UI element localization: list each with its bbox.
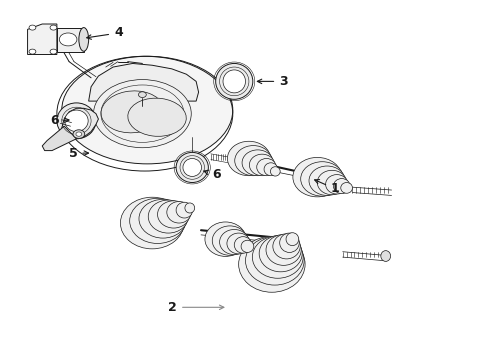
- Ellipse shape: [62, 56, 233, 164]
- Text: 2: 2: [168, 301, 224, 314]
- Polygon shape: [89, 63, 198, 101]
- Text: 3: 3: [257, 75, 288, 88]
- Ellipse shape: [216, 63, 253, 99]
- Ellipse shape: [239, 236, 305, 292]
- Ellipse shape: [139, 199, 187, 238]
- Ellipse shape: [235, 145, 272, 176]
- Ellipse shape: [280, 233, 299, 252]
- Ellipse shape: [341, 183, 352, 193]
- Ellipse shape: [183, 158, 201, 176]
- Ellipse shape: [148, 200, 188, 233]
- Text: 6: 6: [204, 168, 221, 181]
- Ellipse shape: [259, 235, 302, 272]
- Ellipse shape: [220, 229, 249, 255]
- Ellipse shape: [227, 233, 250, 254]
- Polygon shape: [27, 24, 57, 54]
- Ellipse shape: [242, 150, 273, 176]
- Circle shape: [29, 25, 36, 30]
- Text: 6: 6: [50, 114, 69, 127]
- Ellipse shape: [309, 166, 345, 195]
- Ellipse shape: [270, 167, 280, 176]
- Polygon shape: [62, 108, 98, 139]
- Text: 1: 1: [315, 180, 340, 195]
- Ellipse shape: [286, 233, 299, 246]
- Ellipse shape: [158, 201, 190, 228]
- Circle shape: [73, 130, 85, 138]
- Ellipse shape: [167, 202, 191, 223]
- Ellipse shape: [318, 170, 346, 195]
- Ellipse shape: [227, 141, 270, 176]
- Ellipse shape: [223, 70, 245, 93]
- Ellipse shape: [57, 103, 96, 139]
- Ellipse shape: [212, 226, 247, 255]
- Ellipse shape: [257, 158, 276, 176]
- Ellipse shape: [266, 234, 301, 265]
- Ellipse shape: [326, 175, 348, 194]
- Ellipse shape: [121, 197, 184, 249]
- Ellipse shape: [234, 237, 252, 253]
- Ellipse shape: [176, 152, 208, 183]
- Ellipse shape: [130, 198, 185, 243]
- Ellipse shape: [264, 163, 278, 176]
- Polygon shape: [42, 126, 76, 150]
- Ellipse shape: [65, 110, 88, 132]
- Ellipse shape: [273, 234, 300, 259]
- Ellipse shape: [249, 154, 275, 176]
- Ellipse shape: [176, 202, 193, 218]
- Ellipse shape: [101, 91, 164, 133]
- Ellipse shape: [381, 251, 391, 261]
- Ellipse shape: [252, 236, 303, 278]
- Circle shape: [29, 49, 36, 54]
- Bar: [57, 28, 84, 51]
- Ellipse shape: [333, 179, 350, 194]
- Circle shape: [139, 92, 147, 98]
- Ellipse shape: [205, 222, 246, 256]
- Ellipse shape: [128, 98, 186, 136]
- Ellipse shape: [185, 203, 195, 213]
- Ellipse shape: [241, 240, 254, 252]
- Ellipse shape: [79, 28, 89, 51]
- Ellipse shape: [293, 157, 342, 197]
- Text: 4: 4: [87, 27, 123, 40]
- Ellipse shape: [301, 162, 343, 196]
- Circle shape: [50, 49, 57, 54]
- Ellipse shape: [94, 80, 191, 148]
- Circle shape: [59, 33, 77, 46]
- Ellipse shape: [245, 236, 304, 285]
- Circle shape: [50, 25, 57, 30]
- Circle shape: [76, 132, 82, 136]
- Text: 5: 5: [69, 147, 89, 159]
